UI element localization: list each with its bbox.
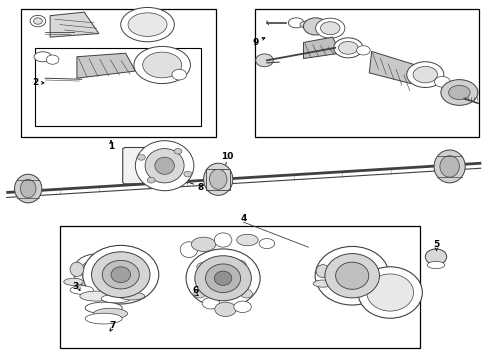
Ellipse shape xyxy=(194,289,205,298)
Ellipse shape xyxy=(70,262,84,276)
Ellipse shape xyxy=(407,62,444,87)
Bar xyxy=(35,48,201,126)
Ellipse shape xyxy=(256,54,273,67)
Ellipse shape xyxy=(33,18,42,24)
Ellipse shape xyxy=(111,267,130,283)
Polygon shape xyxy=(303,37,340,59)
Ellipse shape xyxy=(196,262,208,271)
Ellipse shape xyxy=(215,302,236,316)
Ellipse shape xyxy=(15,174,42,203)
Ellipse shape xyxy=(234,260,246,269)
Ellipse shape xyxy=(440,156,460,177)
Ellipse shape xyxy=(214,271,232,285)
Ellipse shape xyxy=(241,289,252,298)
Ellipse shape xyxy=(449,85,470,100)
Text: 7: 7 xyxy=(109,320,116,329)
Ellipse shape xyxy=(259,239,275,249)
Ellipse shape xyxy=(367,274,414,311)
Ellipse shape xyxy=(101,294,130,303)
Text: 10: 10 xyxy=(221,152,233,161)
Ellipse shape xyxy=(184,171,192,177)
Ellipse shape xyxy=(234,301,251,312)
Ellipse shape xyxy=(134,46,191,84)
Ellipse shape xyxy=(413,66,438,83)
Text: 1: 1 xyxy=(108,141,114,150)
Ellipse shape xyxy=(427,261,445,269)
Ellipse shape xyxy=(64,278,83,285)
Text: 9: 9 xyxy=(252,38,258,47)
Ellipse shape xyxy=(186,249,260,307)
Ellipse shape xyxy=(147,177,155,183)
Ellipse shape xyxy=(34,52,51,62)
Ellipse shape xyxy=(192,237,216,251)
Ellipse shape xyxy=(80,291,113,301)
Ellipse shape xyxy=(339,41,358,54)
Ellipse shape xyxy=(85,302,122,314)
Ellipse shape xyxy=(128,13,167,36)
Ellipse shape xyxy=(81,260,112,283)
Ellipse shape xyxy=(119,292,145,300)
Ellipse shape xyxy=(300,21,312,28)
Ellipse shape xyxy=(334,38,363,58)
Ellipse shape xyxy=(138,154,146,160)
Ellipse shape xyxy=(320,22,340,35)
Bar xyxy=(60,226,420,348)
Ellipse shape xyxy=(358,267,422,318)
Ellipse shape xyxy=(180,242,198,257)
Ellipse shape xyxy=(21,179,36,198)
Ellipse shape xyxy=(70,286,94,294)
Polygon shape xyxy=(77,53,135,78)
Text: 8: 8 xyxy=(197,183,203,192)
Ellipse shape xyxy=(209,169,227,189)
Ellipse shape xyxy=(92,252,150,297)
Ellipse shape xyxy=(325,253,379,298)
Ellipse shape xyxy=(202,297,220,309)
Ellipse shape xyxy=(313,280,333,287)
Ellipse shape xyxy=(85,313,122,324)
Ellipse shape xyxy=(73,254,120,288)
Text: 4: 4 xyxy=(241,214,247,223)
Ellipse shape xyxy=(172,69,187,80)
Ellipse shape xyxy=(83,246,159,304)
FancyBboxPatch shape xyxy=(122,148,182,184)
Ellipse shape xyxy=(425,249,447,265)
Ellipse shape xyxy=(434,150,465,183)
Ellipse shape xyxy=(155,157,174,174)
Text: 3: 3 xyxy=(73,282,78,291)
Ellipse shape xyxy=(30,15,46,27)
Ellipse shape xyxy=(237,234,258,246)
Ellipse shape xyxy=(143,52,182,78)
Ellipse shape xyxy=(102,260,139,289)
Ellipse shape xyxy=(357,46,370,55)
Ellipse shape xyxy=(435,76,450,87)
Ellipse shape xyxy=(336,262,369,289)
Ellipse shape xyxy=(145,149,184,183)
Text: 6: 6 xyxy=(192,286,198,295)
Ellipse shape xyxy=(174,148,182,154)
Ellipse shape xyxy=(288,18,304,28)
Ellipse shape xyxy=(214,233,232,247)
Ellipse shape xyxy=(46,55,59,64)
Text: 2: 2 xyxy=(32,78,38,87)
Ellipse shape xyxy=(195,256,251,301)
Ellipse shape xyxy=(441,80,478,105)
Ellipse shape xyxy=(203,163,233,195)
Ellipse shape xyxy=(316,265,330,278)
Bar xyxy=(255,9,479,137)
Text: 5: 5 xyxy=(433,240,440,249)
Ellipse shape xyxy=(315,247,389,305)
Ellipse shape xyxy=(121,8,174,42)
Ellipse shape xyxy=(135,141,194,191)
Polygon shape xyxy=(50,12,99,37)
Ellipse shape xyxy=(303,18,328,35)
Ellipse shape xyxy=(94,308,127,319)
Bar xyxy=(21,9,216,137)
Polygon shape xyxy=(369,51,416,84)
Ellipse shape xyxy=(316,18,345,38)
Bar xyxy=(206,168,230,190)
Ellipse shape xyxy=(205,264,241,293)
